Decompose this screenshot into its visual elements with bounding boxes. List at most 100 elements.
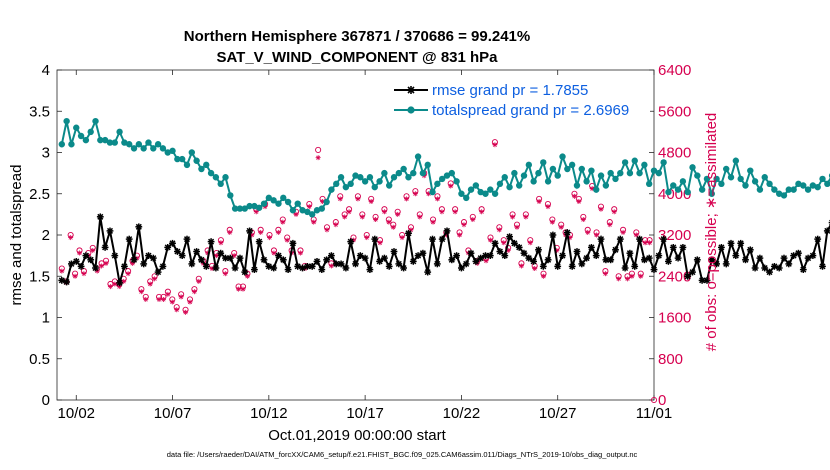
rmse-marker (164, 243, 172, 251)
rmse-marker (443, 227, 451, 235)
spread-marker (318, 205, 325, 212)
rmse-marker (145, 252, 152, 260)
rmse-marker (371, 235, 379, 243)
spread-marker (496, 180, 504, 188)
obs-assimilated-marker (638, 273, 644, 279)
spread-marker (530, 178, 537, 185)
rmse-marker (612, 246, 619, 254)
rmse-marker (804, 254, 812, 262)
spread-marker (621, 159, 629, 166)
spread-marker (410, 169, 417, 177)
spread-marker (804, 186, 812, 193)
rmse-marker (149, 254, 157, 262)
rmse-marker (308, 262, 316, 270)
rmse-marker (708, 256, 716, 264)
obs-assimilated-marker (244, 273, 250, 279)
spread-marker (756, 186, 764, 193)
rmse-marker (395, 260, 403, 268)
spread-marker (617, 169, 624, 177)
spread-marker (68, 141, 75, 148)
spread-marker (761, 174, 768, 181)
rmse-marker (568, 262, 576, 270)
obs-assimilated-marker (514, 224, 520, 230)
spread-marker (727, 174, 735, 181)
obs-assimilated-marker (306, 204, 312, 210)
rmse-marker (313, 257, 321, 265)
rmse-marker (626, 249, 634, 257)
rmse-marker (727, 239, 735, 247)
obs-assimilated-marker (271, 250, 277, 256)
spread-marker (540, 159, 547, 166)
y-tick-label-left: 0 (42, 392, 50, 409)
spread-marker (535, 169, 542, 177)
rmse-marker (698, 276, 706, 284)
obs-assimilated-marker (487, 237, 493, 243)
rmse-marker (361, 254, 369, 262)
obs-assimilated-marker (346, 209, 352, 215)
rmse-marker (795, 249, 802, 257)
spread-marker (405, 174, 412, 181)
spread-marker (284, 198, 292, 206)
spread-marker (111, 139, 118, 146)
rmse-marker (68, 260, 75, 268)
rmse-marker (159, 262, 167, 270)
rmse-marker (660, 235, 667, 243)
spread-marker (159, 145, 167, 152)
obs-assimilated-marker (165, 291, 171, 297)
rmse-marker (169, 239, 176, 247)
spread-marker (376, 178, 383, 185)
rmse-marker (645, 254, 653, 262)
obs-assimilated-marker (404, 196, 410, 202)
obs-assimilated-marker (169, 299, 175, 305)
spread-marker (140, 145, 147, 152)
rmse-marker (597, 235, 605, 243)
spread-marker (645, 180, 653, 188)
obs-assimilated-marker (240, 286, 246, 292)
rmse-marker (260, 256, 268, 264)
rmse-marker (511, 239, 518, 247)
rmse-marker (819, 262, 826, 270)
obs-assimilated-marker (576, 198, 582, 204)
obs-assimilated-marker (496, 227, 502, 233)
spread-marker (256, 204, 263, 211)
spread-marker (265, 194, 273, 202)
spread-marker (313, 207, 321, 214)
rmse-marker (246, 227, 254, 235)
spread-marker (386, 182, 393, 189)
spread-marker (183, 161, 191, 169)
tick-labels: 00.511.522.533.5408001600240032004000480… (29, 62, 691, 422)
rmse-marker (467, 249, 475, 257)
obs-assimilated-marker (594, 232, 600, 238)
obs-assimilated-marker (580, 217, 586, 223)
obs-assimilated-marker (324, 227, 330, 233)
spread-marker (814, 183, 821, 191)
spread-marker (169, 147, 176, 155)
spread-marker (443, 172, 451, 179)
spread-marker (665, 188, 672, 196)
rmse-marker (140, 260, 148, 268)
spread-marker (472, 182, 480, 189)
rmse-marker (766, 268, 773, 276)
obs-assimilated-marker (607, 222, 613, 228)
obs-assimilated-marker (333, 222, 339, 228)
spread-marker (260, 200, 268, 207)
obs-assimilated-marker (585, 229, 591, 235)
rmse-marker (751, 264, 759, 272)
x-tick-label: 10/22 (443, 405, 481, 422)
rmse-marker (703, 276, 711, 284)
y-tick-label-right: 4800 (658, 145, 691, 162)
spread-marker (660, 159, 667, 166)
spread-marker (515, 182, 523, 189)
spread-marker (607, 169, 614, 177)
spread-marker (251, 202, 258, 210)
obs-assimilated-marker (629, 273, 635, 279)
spread-marker (429, 188, 436, 196)
x-tick-label: 10/27 (539, 405, 577, 422)
rmse-marker (390, 248, 398, 255)
rmse-marker (636, 235, 643, 243)
spread-marker (352, 172, 359, 179)
obs-assimilated-marker (138, 289, 144, 295)
obs-assimilated-marker (642, 240, 648, 246)
rmse-marker (438, 235, 446, 243)
rmse-marker (737, 239, 745, 247)
